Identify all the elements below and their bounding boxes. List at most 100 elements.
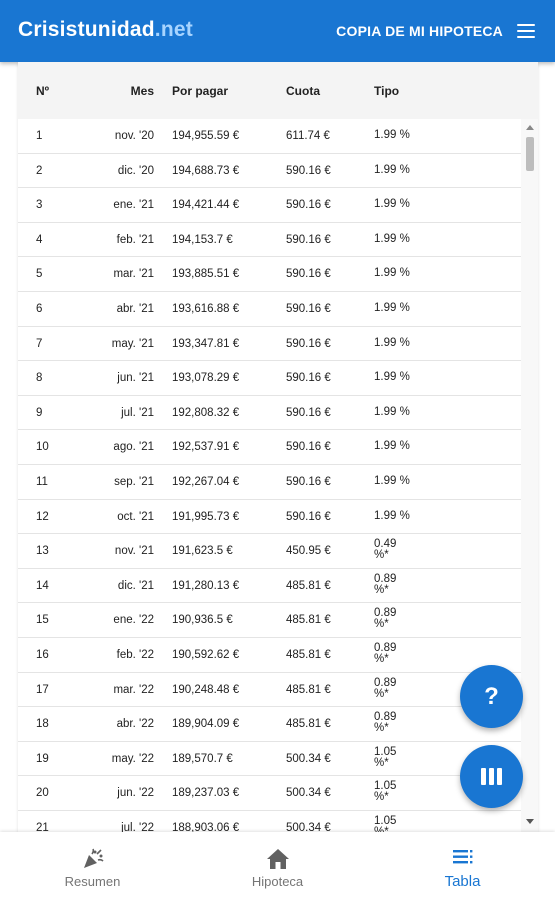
amortization-table: Nº Mes Por pagar Cuota Tipo 1 nov. '20 194… — [18, 62, 538, 832]
cell-mes: jun. '22 — [117, 787, 154, 800]
cell-por-pagar: 191,995.73 € — [172, 510, 240, 523]
cell-por-pagar: 192,537.91 € — [172, 441, 240, 454]
brand-name: Crisistunidad — [18, 18, 155, 41]
cell-n: 6 — [36, 303, 43, 315]
cell-n: 18 — [36, 718, 49, 731]
table-row: 9 jul. '21 192,808.32 € 590.16 € 1.99 % — [18, 396, 521, 431]
hamburger-menu-icon[interactable] — [517, 24, 535, 40]
cell-por-pagar: 192,267.04 € — [172, 476, 240, 488]
brand-logo[interactable]: Crisistunidad.net — [18, 18, 193, 42]
cell-n: 1 — [36, 130, 43, 142]
cell-por-pagar: 190,592.62 € — [172, 649, 240, 661]
cell-cuota: 590.16 € — [286, 199, 331, 212]
cell-tipo: 1.05 %* — [374, 745, 397, 769]
cell-n: 14 — [36, 579, 49, 592]
cell-cuota: 500.34 € — [286, 822, 331, 832]
cell-tipo: 1.99 % — [374, 509, 410, 522]
table-row: 3 ene. '21 194,421.44 € 590.16 € 1.99 % — [18, 188, 521, 223]
cell-tipo: 0.49 %* — [374, 538, 397, 562]
cell-cuota: 590.16 € — [286, 337, 331, 350]
cell-mes: abr. '22 — [116, 718, 154, 731]
table-row: 21 jul. '22 188,903.06 € 500.34 € 1.05 %* — [18, 811, 521, 832]
cell-mes: jul. '21 — [121, 406, 154, 419]
table-row: 10 ago. '21 192,537.91 € 590.16 € 1.99 % — [18, 430, 521, 465]
cell-mes: sep. '21 — [114, 476, 154, 488]
cell-cuota: 500.34 € — [286, 752, 331, 765]
home-icon — [266, 849, 289, 869]
cell-cuota: 590.16 € — [286, 303, 331, 315]
nav-item-tabla[interactable]: Tabla — [370, 832, 555, 900]
vertical-scrollbar[interactable] — [521, 119, 538, 832]
party-popper-icon — [83, 848, 104, 868]
table-row: 15 ene. '22 190,936.5 € 485.81 € 0.89 %* — [18, 603, 521, 638]
cell-tipo: 0.89 %* — [374, 572, 397, 596]
cell-n: 17 — [36, 683, 49, 696]
cell-cuota: 485.81 € — [286, 614, 331, 627]
cell-cuota: 611.74 € — [286, 130, 330, 142]
cell-tipo: 0.89 %* — [374, 676, 397, 700]
cell-mes: may. '22 — [111, 752, 154, 765]
cell-tipo: 1.05 %* — [374, 815, 397, 832]
nav-label-hipoteca: Hipoteca — [251, 874, 304, 889]
table-row: 13 nov. '21 191,623.5 € 450.95 € 0.49 %* — [18, 534, 521, 569]
cell-tipo: 1.99 % — [374, 302, 410, 314]
cell-cuota: 590.16 € — [286, 233, 331, 246]
table-row: 11 sep. '21 192,267.04 € 590.16 € 1.99 % — [18, 465, 521, 500]
table-row: 16 feb. '22 190,592.62 € 485.81 € 0.89 %* — [18, 638, 521, 673]
cell-tipo: 1.99 % — [374, 267, 410, 280]
cell-por-pagar: 193,078.29 € — [172, 372, 240, 385]
nav-label-tabla: Tabla — [444, 873, 481, 890]
cell-n: 21 — [36, 822, 49, 832]
cell-tipo: 1.05 %* — [374, 780, 397, 804]
cell-por-pagar: 193,885.51 € — [172, 268, 240, 281]
page-title: COPIA DE MI HIPOTECA — [336, 23, 503, 39]
cell-n: 9 — [36, 406, 43, 419]
scrollbar-thumb[interactable] — [526, 137, 534, 171]
columns-button[interactable] — [460, 745, 523, 808]
cell-mes: may. '21 — [111, 337, 154, 350]
table-list-icon — [452, 850, 472, 864]
help-button[interactable]: ? — [460, 665, 523, 728]
nav-item-hipoteca[interactable]: Hipoteca — [185, 832, 370, 900]
cell-n: 12 — [36, 510, 49, 523]
cell-por-pagar: 189,237.03 € — [172, 787, 240, 800]
cell-mes: nov. '21 — [114, 545, 154, 558]
nav-item-resumen[interactable]: Resumen — [0, 832, 185, 900]
table-row: 1 nov. '20 194,955.59 € 611.74 € 1.99 % — [18, 119, 521, 154]
cell-mes: jun. '21 — [117, 372, 154, 385]
cell-por-pagar: 194,421.44 € — [172, 199, 240, 212]
cell-por-pagar: 192,808.32 € — [172, 406, 240, 419]
cell-tipo: 1.99 % — [374, 336, 410, 349]
column-header-mes[interactable]: Mes — [130, 84, 154, 98]
cell-n: 8 — [36, 372, 43, 385]
cell-cuota: 590.16 € — [286, 268, 331, 281]
column-header-n[interactable]: Nº — [36, 84, 50, 98]
cell-cuota: 500.34 € — [286, 787, 331, 800]
table-body[interactable]: 1 nov. '20 194,955.59 € 611.74 € 1.99 % 2 dic.… — [18, 119, 521, 832]
nav-label-resumen: Resumen — [64, 874, 121, 889]
table-row: 2 dic. '20 194,688.73 € 590.16 € 1.99 % — [18, 154, 521, 189]
table-row: 12 oct. '21 191,995.73 € 590.16 € 1.99 % — [18, 500, 521, 535]
help-label: ? — [484, 682, 499, 710]
cell-por-pagar: 194,153.7 € — [172, 233, 233, 246]
table-row: 14 dic. '21 191,280.13 € 485.81 € 0.89 %* — [18, 569, 521, 604]
app-bar: Crisistunidad.net COPIA DE MI HIPOTECA — [0, 0, 555, 62]
scroll-up-arrow-icon[interactable] — [526, 125, 534, 130]
column-header-por-pagar[interactable]: Por pagar — [172, 84, 229, 98]
cell-por-pagar: 193,347.81 € — [172, 337, 240, 350]
column-header-cuota[interactable]: Cuota — [286, 84, 320, 98]
scroll-down-arrow-icon[interactable] — [526, 819, 534, 824]
brand-tld: .net — [154, 18, 193, 41]
cell-mes: ene. '21 — [113, 199, 154, 212]
cell-cuota: 485.81 € — [286, 718, 331, 731]
cell-n: 2 — [36, 164, 43, 177]
cell-por-pagar: 191,623.5 € — [172, 545, 233, 558]
cell-mes: mar. '22 — [113, 683, 154, 696]
table-row: 18 abr. '22 189,904.09 € 485.81 € 0.89 %* — [18, 707, 521, 742]
cell-tipo: 1.99 % — [374, 371, 410, 384]
table-row: 4 feb. '21 194,153.7 € 590.16 € 1.99 % — [18, 223, 521, 258]
cell-tipo: 1.99 % — [374, 405, 410, 418]
cell-mes: abr. '21 — [116, 303, 154, 315]
column-header-tipo[interactable]: Tipo — [374, 84, 400, 98]
cell-mes: jul. '22 — [121, 822, 154, 832]
